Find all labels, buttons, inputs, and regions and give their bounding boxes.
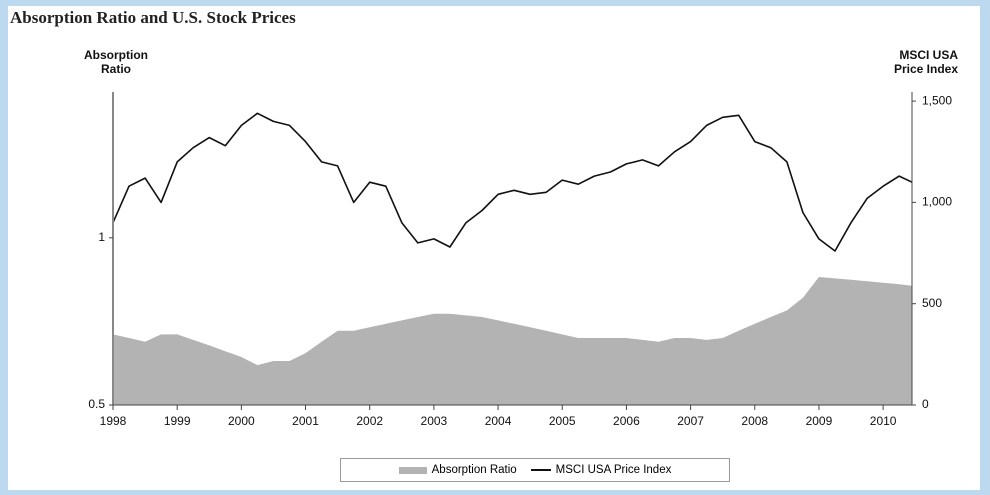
area [113,277,912,405]
y2-tick-label: 1,000 [922,195,952,209]
x-tick-label: 2007 [677,414,704,428]
x-tick-label: 2002 [356,414,383,428]
legend-swatch [398,466,427,474]
x-tick-label: 1998 [100,414,127,428]
x-tick-label: 2004 [485,414,512,428]
x-tick-label: 2006 [613,414,640,428]
x-tick-label: 2009 [806,414,833,428]
legend-item: MSCI USA Price Index [530,464,672,476]
y-axis-title: Absorption Ratio [84,48,148,76]
legend-label: Absorption Ratio [431,464,517,476]
x-tick-label: 1999 [164,414,191,428]
y2-tick-label: 500 [922,296,942,310]
x-tick-label: 2010 [870,414,897,428]
chart-title: Absorption Ratio and U.S. Stock Prices [10,8,296,27]
legend: Absorption Ratio MSCI USA Price Index [340,458,730,482]
x-tick-label: 2001 [292,414,319,428]
legend-swatch [530,469,551,471]
x-tick-label: 2005 [549,414,576,428]
y-tick-label: 1 [98,230,105,244]
line [112,112,913,252]
legend-label: MSCI USA Price Index [555,464,672,476]
legend-item: Absorption Ratio [398,464,517,476]
panel [8,6,980,490]
y2-tick-label: 0 [922,397,929,411]
x-tick-label: 2000 [228,414,255,428]
y-tick-label: 0.5 [88,397,105,411]
x-tick-label: 2008 [741,414,768,428]
y2-axis-title: MSCI USA Price Index [893,48,958,76]
x-tick-label: 2003 [421,414,448,428]
y2-tick-label: 1,500 [922,93,952,107]
